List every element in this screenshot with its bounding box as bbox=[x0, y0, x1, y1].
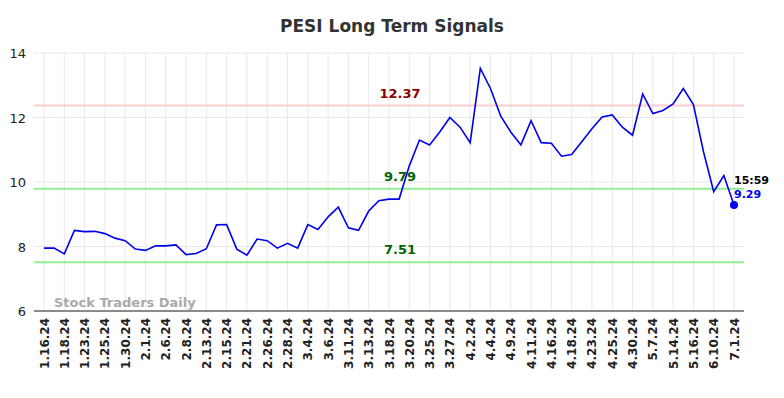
grid-line bbox=[531, 53, 532, 311]
x-tick-label: 4.11.24 bbox=[525, 318, 539, 369]
x-tick-label: 5.16.24 bbox=[687, 318, 701, 369]
plot-area bbox=[44, 68, 738, 255]
grid-line bbox=[348, 53, 349, 311]
signal-line bbox=[34, 261, 744, 263]
grid-line bbox=[267, 53, 268, 311]
grid-line bbox=[673, 53, 674, 311]
x-tick-label: 2.21.24 bbox=[240, 318, 254, 369]
signal-line bbox=[34, 105, 744, 107]
grid-line bbox=[287, 53, 288, 311]
last-time: 15:59 bbox=[734, 174, 769, 187]
x-tick-label: 3.13.24 bbox=[362, 318, 376, 369]
y-tick-label: 10 bbox=[9, 175, 26, 190]
grid-line bbox=[713, 53, 714, 311]
x-tick-label: 1.23.24 bbox=[78, 318, 92, 369]
grid-line bbox=[104, 53, 105, 311]
grid-line bbox=[632, 53, 633, 311]
grid-line bbox=[44, 53, 45, 311]
x-tick-label: 4.2.24 bbox=[464, 318, 478, 361]
grid-line bbox=[34, 311, 744, 312]
grid-line bbox=[449, 53, 450, 311]
x-tick-label: 4.18.24 bbox=[565, 318, 579, 369]
y-tick-label: 8 bbox=[18, 240, 26, 255]
grid-line bbox=[551, 53, 552, 311]
grid-line bbox=[429, 53, 430, 311]
x-tick-label: 6.10.24 bbox=[707, 318, 721, 369]
grid-line bbox=[186, 53, 187, 311]
x-tick-label: 1.30.24 bbox=[119, 318, 133, 369]
x-tick-label: 2.26.24 bbox=[261, 318, 275, 369]
watermark: Stock Traders Daily bbox=[54, 295, 196, 310]
x-tick-label: 3.6.24 bbox=[322, 318, 336, 361]
x-tick-label: 3.18.24 bbox=[383, 318, 397, 369]
x-tick-label: 4.16.24 bbox=[545, 318, 559, 369]
x-tick-label: 4.30.24 bbox=[626, 318, 640, 369]
grid-line bbox=[206, 53, 207, 311]
x-tick-label: 7.1.24 bbox=[728, 318, 742, 361]
grid-line bbox=[307, 53, 308, 311]
x-tick-label: 2.15.24 bbox=[220, 318, 234, 369]
last-point bbox=[730, 201, 738, 209]
y-tick-label: 6 bbox=[18, 304, 26, 319]
grid-line bbox=[145, 53, 146, 311]
y-tick-label: 14 bbox=[9, 46, 26, 61]
x-tick-label: 1.18.24 bbox=[58, 318, 72, 369]
grid-line bbox=[652, 53, 653, 311]
grid-line bbox=[510, 53, 511, 311]
grid-line bbox=[246, 53, 247, 311]
grid-line bbox=[693, 53, 694, 311]
grid-line bbox=[591, 53, 592, 311]
x-tick-label: 4.9.24 bbox=[504, 318, 518, 361]
x-tick-label: 4.25.24 bbox=[606, 318, 620, 369]
x-tick-label: 3.20.24 bbox=[403, 318, 417, 369]
grid-line bbox=[125, 53, 126, 311]
grid-line bbox=[612, 53, 613, 311]
title: PESI Long Term Signals bbox=[280, 16, 504, 36]
grid-line bbox=[328, 53, 329, 311]
y-tick-label: 12 bbox=[9, 111, 26, 126]
x-tick-label: 3.11.24 bbox=[342, 318, 356, 369]
last-value: 9.29 bbox=[734, 188, 761, 201]
grid-line bbox=[571, 53, 572, 311]
grid-line bbox=[165, 53, 166, 311]
grid-line bbox=[368, 53, 369, 311]
grid-line bbox=[64, 53, 65, 311]
signal-line bbox=[34, 188, 744, 190]
x-tick-label: 4.23.24 bbox=[585, 318, 599, 369]
grid-line bbox=[470, 53, 471, 311]
x-tick-label: 2.1.24 bbox=[139, 318, 153, 361]
signal-label: 9.79 bbox=[384, 169, 416, 184]
chart: PESI Long Term Signals 6 8 10 12 14 1.16.24 1.1… bbox=[0, 0, 784, 398]
x-tick-label: 2.13.24 bbox=[200, 318, 214, 369]
x-tick-label: 3.4.24 bbox=[301, 318, 315, 361]
x-tick-label: 5.7.24 bbox=[646, 318, 660, 361]
signal-label: 12.37 bbox=[379, 86, 420, 101]
x-tick-label: 2.8.24 bbox=[180, 318, 194, 361]
x-tick-label: 3.25.24 bbox=[423, 318, 437, 369]
x-tick-label: 3.27.24 bbox=[443, 318, 457, 369]
x-axis bbox=[34, 311, 744, 312]
x-tick-label: 1.25.24 bbox=[98, 318, 112, 369]
price-line bbox=[44, 68, 734, 255]
x-tick-label: 4.4.24 bbox=[484, 318, 498, 361]
signal-label: 7.51 bbox=[384, 242, 416, 257]
x-tick-label: 5.14.24 bbox=[667, 318, 681, 369]
grid-line bbox=[84, 53, 85, 311]
x-tick-label: 2.6.24 bbox=[159, 318, 173, 361]
grid-line bbox=[226, 53, 227, 311]
x-tick-label: 1.16.24 bbox=[38, 318, 52, 369]
x-tick-label: 2.28.24 bbox=[281, 318, 295, 369]
